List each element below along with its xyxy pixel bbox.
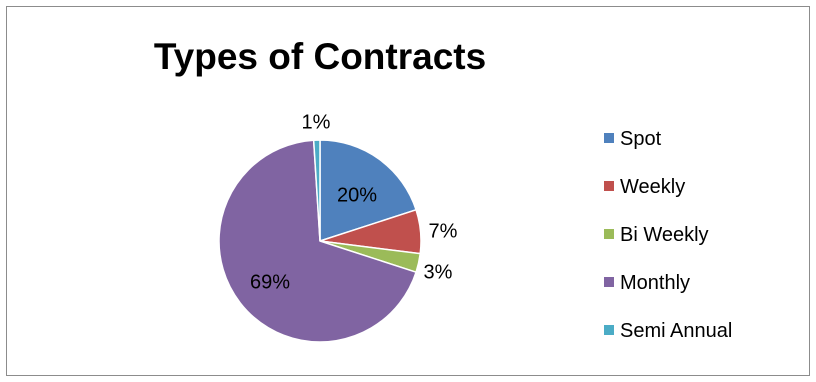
pie-slice-spot: [319, 139, 418, 243]
data-label-weekly: 7%: [429, 220, 458, 242]
chart-title: Types of Contracts: [153, 36, 487, 77]
data-label-semi-annual: 1%: [302, 111, 331, 133]
legend-label: Monthly: [620, 272, 691, 294]
legend-swatch: [604, 228, 614, 239]
legend-swatch: [604, 276, 614, 287]
legend-swatch: [604, 324, 614, 335]
pie-slice-semi-annual: [312, 139, 321, 242]
data-label-monthly: 69%: [250, 271, 290, 293]
legend-item-semi-annual: Semi Annual: [604, 320, 732, 343]
legend-label: Weekly: [620, 176, 686, 198]
legend-label: Bi Weekly: [620, 224, 709, 246]
legend-label: Semi Annual: [620, 320, 733, 342]
legend-swatch: [604, 180, 614, 191]
data-label-bi-weekly: 3%: [424, 261, 453, 283]
legend-item-spot: Spot: [604, 128, 661, 151]
data-label-spot: 20%: [337, 184, 377, 206]
pie-slice-monthly: [218, 139, 418, 343]
legend-label: Spot: [620, 128, 662, 150]
legend-item-bi-weekly: Bi Weekly: [604, 224, 709, 247]
legend-swatch: [604, 132, 614, 143]
legend-item-weekly: Weekly: [604, 176, 685, 199]
legend-item-monthly: Monthly: [604, 272, 690, 295]
